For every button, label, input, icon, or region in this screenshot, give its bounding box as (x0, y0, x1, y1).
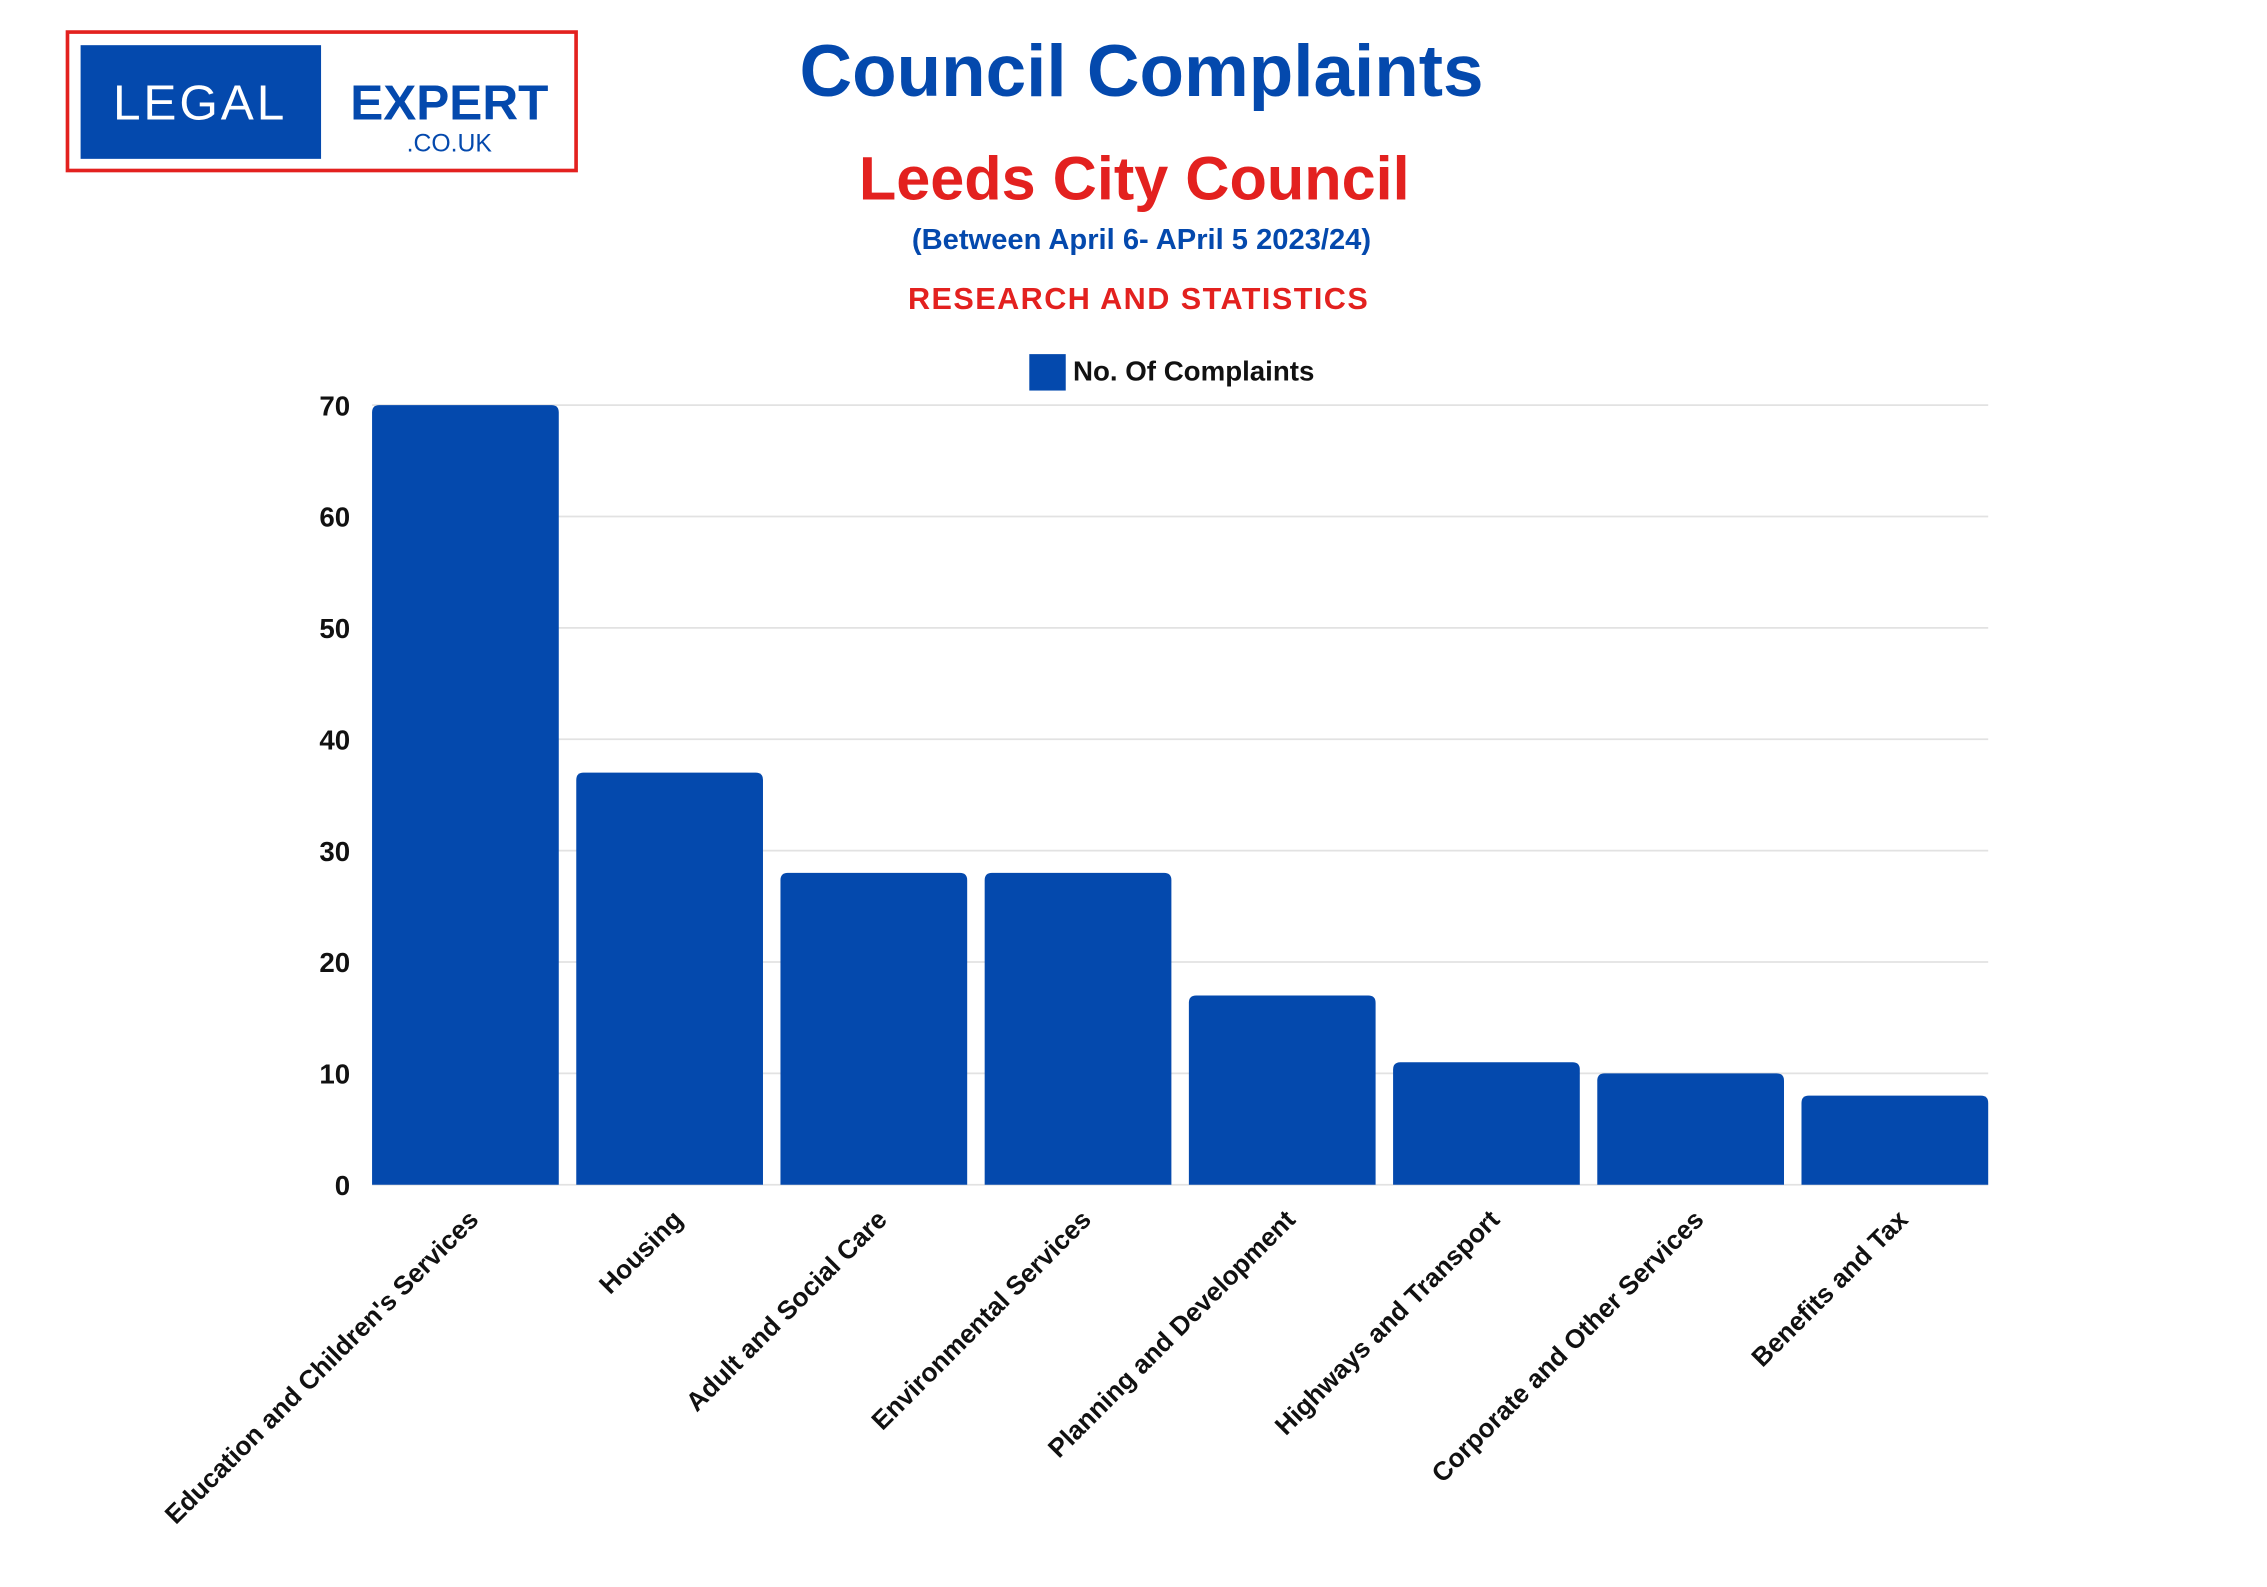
x-tick-label: Benefits and Tax (1745, 1204, 1913, 1372)
bar[interactable] (1597, 1073, 1785, 1185)
logo[interactable]: LEGAL EXPERT .CO.UK (65, 30, 578, 173)
page-title: Council Complaints (799, 31, 1483, 112)
x-tick-label: Adult and Social Care (680, 1204, 893, 1417)
legend-swatch (1029, 354, 1066, 391)
logo-word-expert: EXPERT (350, 75, 548, 130)
y-axis: 0 10 20 30 40 50 60 70 (319, 390, 350, 1201)
bar[interactable] (372, 405, 559, 1185)
bar[interactable] (984, 872, 1172, 1185)
y-tick-label: 60 (319, 502, 350, 533)
logo-word-legal: LEGAL (113, 75, 287, 130)
bar[interactable] (1393, 1062, 1580, 1185)
y-tick-label: 70 (319, 390, 350, 421)
x-tick-label: Education and Children's Services (159, 1204, 484, 1529)
x-tick-label: Highways and Transport (1269, 1204, 1506, 1441)
y-tick-label: 10 (319, 1059, 350, 1090)
x-tick-label: Planning and Development (1042, 1204, 1301, 1463)
period-text: (Between April 6- APril 5 2023/24) (912, 224, 1371, 256)
y-tick-label: 50 (319, 613, 350, 644)
logo-domain: .CO.UK (407, 131, 493, 158)
logo-blue-block (80, 45, 322, 159)
council-name: Leeds City Council (859, 145, 1410, 213)
bars (372, 405, 1989, 1185)
legend-label: No. Of Complaints (1073, 355, 1314, 386)
legend: No. Of Complaints (1029, 354, 1314, 391)
bar[interactable] (1801, 1095, 1989, 1185)
bar[interactable] (780, 872, 968, 1185)
bar[interactable] (576, 772, 763, 1185)
x-tick-label: Environmental Services (865, 1204, 1096, 1435)
y-tick-label: 30 (319, 836, 350, 867)
y-tick-label: 20 (319, 947, 350, 978)
x-axis: Education and Children's Services Housing… (159, 1204, 1914, 1530)
research-tagline: RESEARCH AND STATISTICS (908, 282, 1369, 316)
y-tick-label: 0 (335, 1170, 350, 1201)
bar[interactable] (1188, 995, 1376, 1185)
x-tick-label: Housing (593, 1204, 688, 1299)
y-tick-label: 40 (319, 724, 350, 755)
